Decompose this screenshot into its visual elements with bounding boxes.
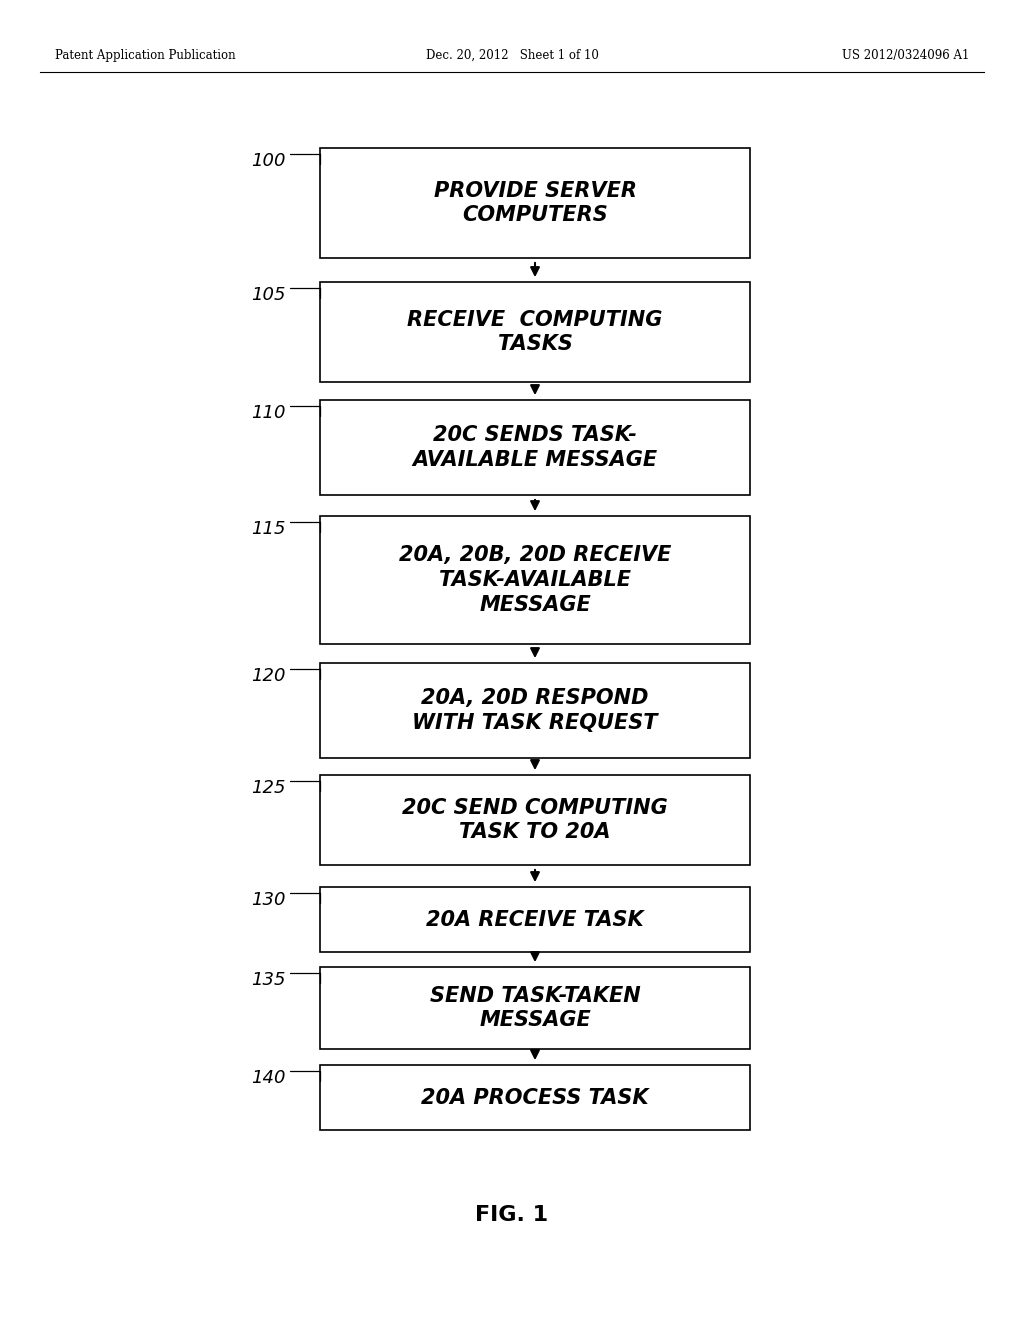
- Bar: [319, 775, 750, 865]
- Text: SEND TASK-TAKEN
MESSAGE: SEND TASK-TAKEN MESSAGE: [430, 986, 640, 1031]
- Text: RECEIVE  COMPUTING
TASKS: RECEIVE COMPUTING TASKS: [408, 310, 663, 354]
- Text: 20A, 20B, 20D RECEIVE
TASK-AVAILABLE
MESSAGE: 20A, 20B, 20D RECEIVE TASK-AVAILABLE MES…: [398, 545, 671, 615]
- Text: 115: 115: [252, 520, 286, 539]
- Text: FIG. 1: FIG. 1: [475, 1205, 549, 1225]
- Text: 20A PROCESS TASK: 20A PROCESS TASK: [421, 1088, 649, 1107]
- Bar: [319, 282, 750, 381]
- Text: 125: 125: [252, 779, 286, 797]
- Text: US 2012/0324096 A1: US 2012/0324096 A1: [842, 49, 969, 62]
- Text: Dec. 20, 2012   Sheet 1 of 10: Dec. 20, 2012 Sheet 1 of 10: [426, 49, 598, 62]
- Text: 110: 110: [252, 404, 286, 422]
- Bar: [319, 516, 750, 644]
- Bar: [319, 400, 750, 495]
- Text: Patent Application Publication: Patent Application Publication: [55, 49, 236, 62]
- Bar: [319, 968, 750, 1049]
- Text: 120: 120: [252, 667, 286, 685]
- Text: 135: 135: [252, 972, 286, 989]
- Text: 105: 105: [252, 286, 286, 304]
- Text: 20C SENDS TASK-
AVAILABLE MESSAGE: 20C SENDS TASK- AVAILABLE MESSAGE: [413, 425, 657, 470]
- Bar: [319, 148, 750, 257]
- Text: 20A RECEIVE TASK: 20A RECEIVE TASK: [426, 909, 644, 929]
- Bar: [319, 663, 750, 758]
- Text: 100: 100: [252, 152, 286, 170]
- Text: PROVIDE SERVER
COMPUTERS: PROVIDE SERVER COMPUTERS: [433, 181, 637, 226]
- Text: 140: 140: [252, 1069, 286, 1086]
- Bar: [319, 1065, 750, 1130]
- Text: 20C SEND COMPUTING
TASK TO 20A: 20C SEND COMPUTING TASK TO 20A: [402, 797, 668, 842]
- Bar: [319, 887, 750, 952]
- Text: 20A, 20D RESPOND
WITH TASK REQUEST: 20A, 20D RESPOND WITH TASK REQUEST: [413, 688, 657, 733]
- Text: 130: 130: [252, 891, 286, 909]
